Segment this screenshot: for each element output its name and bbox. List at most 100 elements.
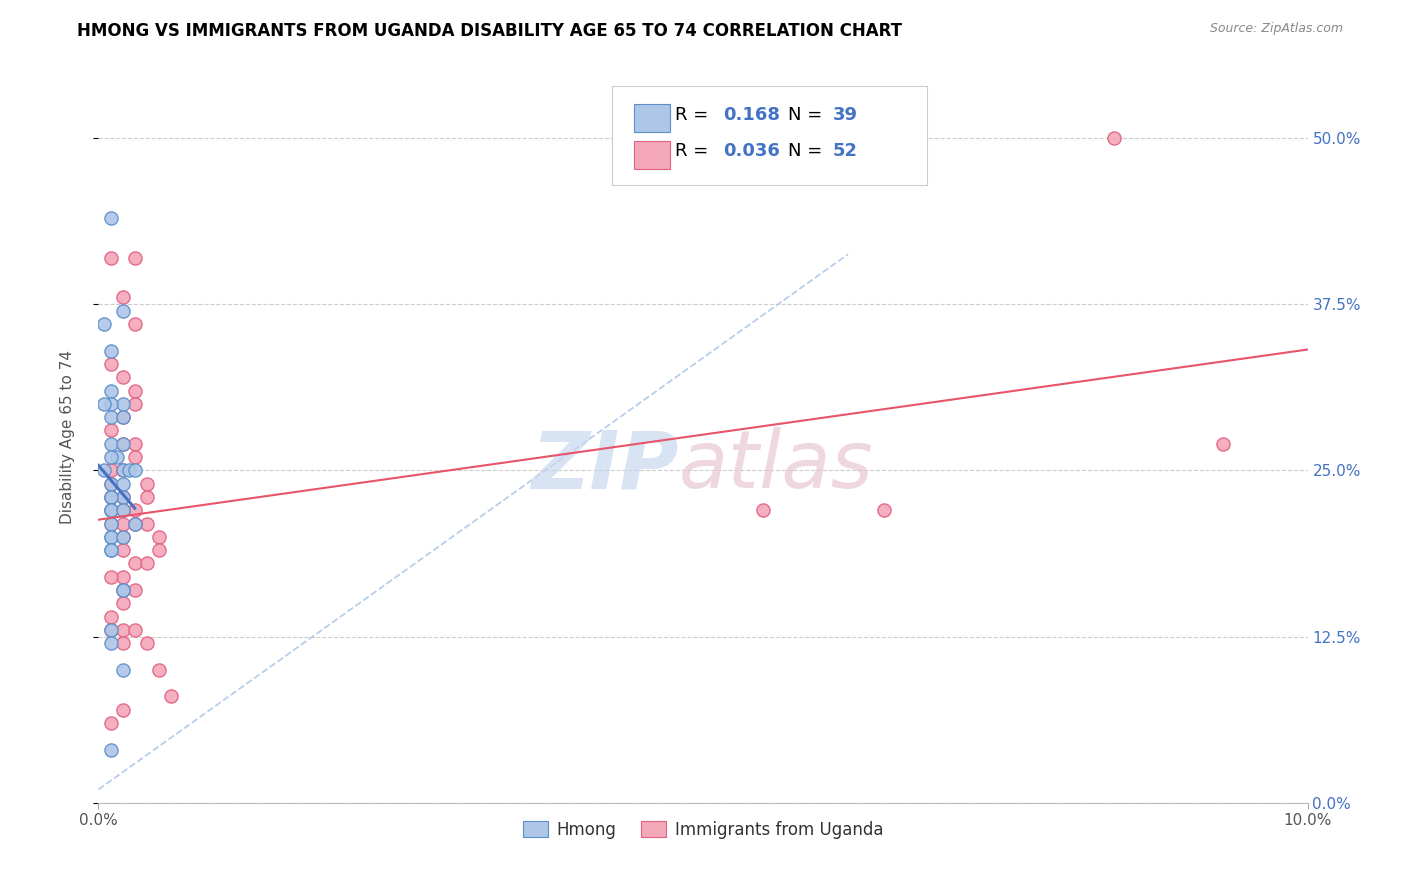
- Point: [100, 463, 122, 477]
- Point: [111, 490, 134, 504]
- Point: [100, 476, 122, 491]
- Point: [124, 450, 146, 464]
- Point: [148, 663, 170, 677]
- Point: [124, 251, 146, 265]
- Point: [111, 436, 134, 450]
- Point: [111, 582, 134, 597]
- Point: [100, 570, 122, 584]
- FancyBboxPatch shape: [613, 86, 927, 185]
- Point: [100, 424, 122, 438]
- Point: [135, 490, 157, 504]
- Point: [111, 410, 134, 425]
- Point: [100, 410, 122, 425]
- Point: [111, 530, 134, 544]
- Point: [752, 503, 775, 517]
- Point: [135, 476, 157, 491]
- Point: [105, 450, 128, 464]
- Point: [100, 742, 122, 756]
- Point: [100, 211, 122, 225]
- Point: [100, 609, 122, 624]
- Point: [111, 503, 134, 517]
- Point: [135, 557, 157, 571]
- Point: [111, 582, 134, 597]
- Point: [93, 397, 115, 411]
- Point: [100, 490, 122, 504]
- Point: [100, 450, 122, 464]
- Point: [111, 663, 134, 677]
- Point: [124, 557, 146, 571]
- Text: R =: R =: [675, 106, 714, 124]
- Point: [100, 516, 122, 531]
- Text: 39: 39: [832, 106, 858, 124]
- Point: [124, 623, 146, 637]
- Text: atlas: atlas: [679, 427, 873, 506]
- Point: [111, 623, 134, 637]
- Point: [111, 703, 134, 717]
- FancyBboxPatch shape: [634, 141, 671, 169]
- Point: [111, 370, 134, 384]
- Point: [1212, 436, 1234, 450]
- Point: [111, 636, 134, 650]
- Point: [111, 530, 134, 544]
- Point: [124, 516, 146, 531]
- Point: [100, 530, 122, 544]
- Point: [100, 490, 122, 504]
- Point: [135, 636, 157, 650]
- Y-axis label: Disability Age 65 to 74: Disability Age 65 to 74: [60, 350, 75, 524]
- Text: N =: N =: [787, 106, 828, 124]
- Point: [124, 516, 146, 531]
- Point: [111, 290, 134, 304]
- Point: [111, 463, 134, 477]
- Point: [124, 397, 146, 411]
- Point: [100, 530, 122, 544]
- Point: [111, 410, 134, 425]
- Text: 0.168: 0.168: [724, 106, 780, 124]
- Point: [100, 543, 122, 558]
- Text: 0.036: 0.036: [724, 143, 780, 161]
- Point: [111, 570, 134, 584]
- Point: [111, 436, 134, 450]
- Point: [124, 436, 146, 450]
- Point: [93, 463, 115, 477]
- Point: [160, 690, 183, 704]
- Text: 52: 52: [832, 143, 858, 161]
- Point: [124, 463, 146, 477]
- Point: [100, 490, 122, 504]
- Point: [111, 303, 134, 318]
- Point: [111, 543, 134, 558]
- Point: [93, 317, 115, 331]
- Point: [100, 623, 122, 637]
- Text: ZIP: ZIP: [531, 427, 679, 506]
- Point: [118, 463, 141, 477]
- Point: [111, 463, 134, 477]
- Text: N =: N =: [787, 143, 828, 161]
- Point: [873, 503, 896, 517]
- Point: [124, 317, 146, 331]
- Point: [124, 582, 146, 597]
- Point: [100, 384, 122, 398]
- Point: [100, 503, 122, 517]
- Point: [100, 436, 122, 450]
- Text: R =: R =: [675, 143, 714, 161]
- Text: HMONG VS IMMIGRANTS FROM UGANDA DISABILITY AGE 65 TO 74 CORRELATION CHART: HMONG VS IMMIGRANTS FROM UGANDA DISABILI…: [77, 22, 903, 40]
- Point: [100, 543, 122, 558]
- Point: [100, 623, 122, 637]
- Legend: Hmong, Immigrants from Uganda: Hmong, Immigrants from Uganda: [516, 814, 890, 846]
- FancyBboxPatch shape: [634, 104, 671, 132]
- Point: [124, 384, 146, 398]
- Point: [100, 251, 122, 265]
- Point: [148, 543, 170, 558]
- Point: [135, 516, 157, 531]
- Text: Source: ZipAtlas.com: Source: ZipAtlas.com: [1209, 22, 1343, 36]
- Point: [100, 503, 122, 517]
- Point: [100, 503, 122, 517]
- Point: [100, 476, 122, 491]
- Point: [100, 397, 122, 411]
- Point: [100, 357, 122, 371]
- Point: [1102, 131, 1125, 145]
- Point: [111, 582, 134, 597]
- Point: [100, 636, 122, 650]
- Point: [111, 516, 134, 531]
- Point: [100, 516, 122, 531]
- Point: [111, 503, 134, 517]
